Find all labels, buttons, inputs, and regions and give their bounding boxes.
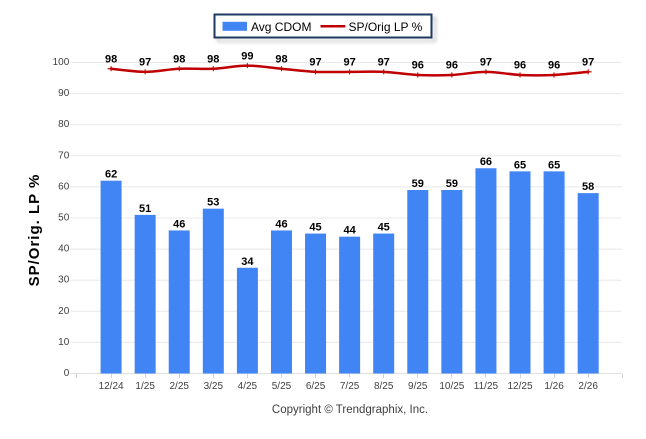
svg-text:46: 46 xyxy=(275,218,287,230)
svg-text:97: 97 xyxy=(378,57,390,69)
svg-text:96: 96 xyxy=(548,60,560,72)
svg-text:12/25: 12/25 xyxy=(507,381,532,392)
svg-text:7/25: 7/25 xyxy=(340,381,360,392)
svg-text:98: 98 xyxy=(105,53,117,65)
svg-text:11/25: 11/25 xyxy=(474,381,499,392)
svg-text:100: 100 xyxy=(53,57,70,68)
svg-text:98: 98 xyxy=(173,53,185,65)
svg-text:0: 0 xyxy=(64,368,70,379)
svg-text:65: 65 xyxy=(514,159,526,171)
svg-text:97: 97 xyxy=(480,57,492,69)
svg-text:40: 40 xyxy=(58,244,70,255)
svg-text:51: 51 xyxy=(139,203,151,215)
svg-text:34: 34 xyxy=(241,256,254,268)
svg-text:97: 97 xyxy=(582,57,594,69)
svg-text:97: 97 xyxy=(139,57,151,69)
svg-text:Copyright © Trendgraphix, Inc.: Copyright © Trendgraphix, Inc. xyxy=(272,404,428,416)
svg-text:96: 96 xyxy=(514,60,526,72)
svg-text:45: 45 xyxy=(378,222,390,234)
svg-text:66: 66 xyxy=(480,156,492,168)
svg-text:45: 45 xyxy=(309,222,321,234)
svg-text:9/25: 9/25 xyxy=(408,381,428,392)
svg-text:Avg CDOM: Avg CDOM xyxy=(251,20,311,34)
svg-text:44: 44 xyxy=(343,225,356,237)
svg-text:65: 65 xyxy=(548,159,560,171)
svg-text:30: 30 xyxy=(58,275,70,286)
svg-text:1/25: 1/25 xyxy=(135,381,155,392)
svg-text:70: 70 xyxy=(58,150,70,161)
svg-text:97: 97 xyxy=(343,57,355,69)
svg-text:SP/Orig LP %: SP/Orig LP % xyxy=(349,20,423,34)
svg-text:98: 98 xyxy=(275,53,287,65)
svg-text:59: 59 xyxy=(446,178,458,190)
svg-text:10/25: 10/25 xyxy=(439,381,464,392)
svg-text:90: 90 xyxy=(58,88,70,99)
svg-text:12/24: 12/24 xyxy=(99,381,124,392)
svg-text:99: 99 xyxy=(241,50,253,62)
svg-text:46: 46 xyxy=(173,218,185,230)
svg-text:5/25: 5/25 xyxy=(272,381,292,392)
svg-text:4/25: 4/25 xyxy=(238,381,258,392)
svg-text:6/25: 6/25 xyxy=(306,381,326,392)
svg-text:20: 20 xyxy=(58,306,70,317)
svg-text:80: 80 xyxy=(58,119,70,130)
svg-text:59: 59 xyxy=(412,178,424,190)
svg-text:10: 10 xyxy=(58,337,70,348)
svg-text:50: 50 xyxy=(58,213,70,224)
svg-text:1/26: 1/26 xyxy=(544,381,564,392)
svg-text:60: 60 xyxy=(58,181,70,192)
svg-text:96: 96 xyxy=(446,60,458,72)
svg-text:2/26: 2/26 xyxy=(578,381,598,392)
svg-text:96: 96 xyxy=(412,60,424,72)
svg-text:53: 53 xyxy=(207,197,219,209)
svg-text:2/25: 2/25 xyxy=(169,381,189,392)
svg-text:SP/Orig. LP %: SP/Orig. LP % xyxy=(26,174,43,287)
svg-text:62: 62 xyxy=(105,169,117,181)
svg-text:3/25: 3/25 xyxy=(204,381,224,392)
svg-text:97: 97 xyxy=(309,57,321,69)
svg-text:58: 58 xyxy=(582,181,594,193)
svg-text:8/25: 8/25 xyxy=(374,381,394,392)
svg-text:98: 98 xyxy=(207,53,219,65)
